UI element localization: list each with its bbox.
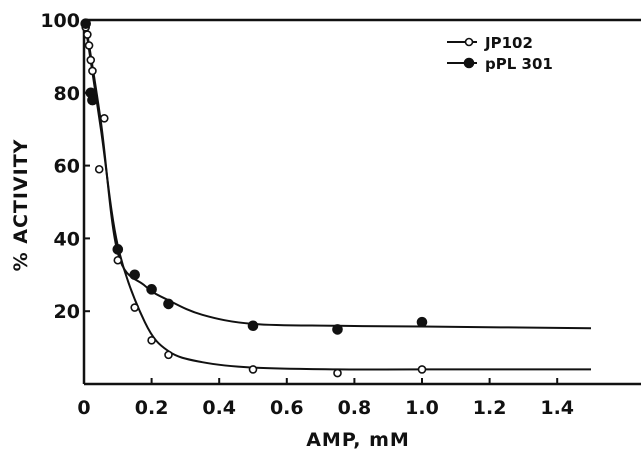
legend-label: JP102 — [484, 34, 533, 52]
x-tick-label: 1.4 — [540, 397, 574, 419]
ppl301-point — [129, 269, 140, 281]
legend: JP102 pPL 301 — [447, 34, 553, 73]
jp102-point — [333, 368, 342, 378]
data-points — [80, 18, 428, 378]
legend-label: pPL 301 — [485, 55, 553, 73]
jp102-point — [417, 365, 427, 374]
y-tick-label: 40 — [54, 228, 80, 250]
ppl301-point — [247, 320, 259, 332]
x-tick-label: 0.6 — [270, 397, 304, 419]
jp102-point — [86, 55, 96, 65]
x-tick-label: 0.8 — [338, 397, 372, 419]
jp102-point — [88, 66, 97, 76]
ppl301-point — [87, 94, 98, 106]
ppl301-point — [146, 284, 157, 295]
y-tick-label: 100 — [40, 10, 80, 32]
x-tick-label: 1.0 — [405, 397, 439, 419]
axis-ticks: 0 0.2 0.4 0.6 0.8 1.0 1.2 1.4 20 40 60 80 100 — [40, 10, 574, 419]
y-tick-label: 20 — [54, 301, 80, 323]
jp102-point — [147, 336, 156, 345]
jp102-point — [130, 303, 139, 312]
legend-marker — [463, 57, 475, 69]
y-tick-label: 60 — [54, 156, 80, 178]
ppl301-point — [80, 18, 91, 29]
jp102-point — [94, 164, 104, 174]
chart-axes — [82, 18, 641, 386]
y-tick-label: 80 — [54, 83, 80, 105]
y-axis-title: % ACTIVITY — [10, 139, 32, 272]
x-tick-label: 0.2 — [135, 397, 169, 419]
jp102-point — [248, 365, 258, 374]
ppl301-point — [332, 324, 343, 335]
ppl301-point — [112, 244, 124, 255]
legend-marker — [464, 37, 474, 47]
jp102-point — [83, 30, 92, 39]
x-axis-title: AMP, mM — [306, 429, 410, 451]
ppl301-point — [416, 316, 428, 328]
ppl301-point — [163, 298, 174, 310]
fitted-curves — [84, 23, 592, 371]
x-tick-label: 0 — [77, 397, 90, 419]
x-tick-label: 0.4 — [202, 397, 236, 419]
curve-jp102 — [84, 27, 591, 371]
x-tick-label: 1.2 — [473, 397, 507, 419]
jp102-point — [84, 41, 94, 50]
curve-ppl301 — [84, 23, 592, 330]
jp102-point — [164, 350, 173, 360]
jp102-point — [113, 255, 123, 265]
jp102-point — [99, 113, 109, 123]
